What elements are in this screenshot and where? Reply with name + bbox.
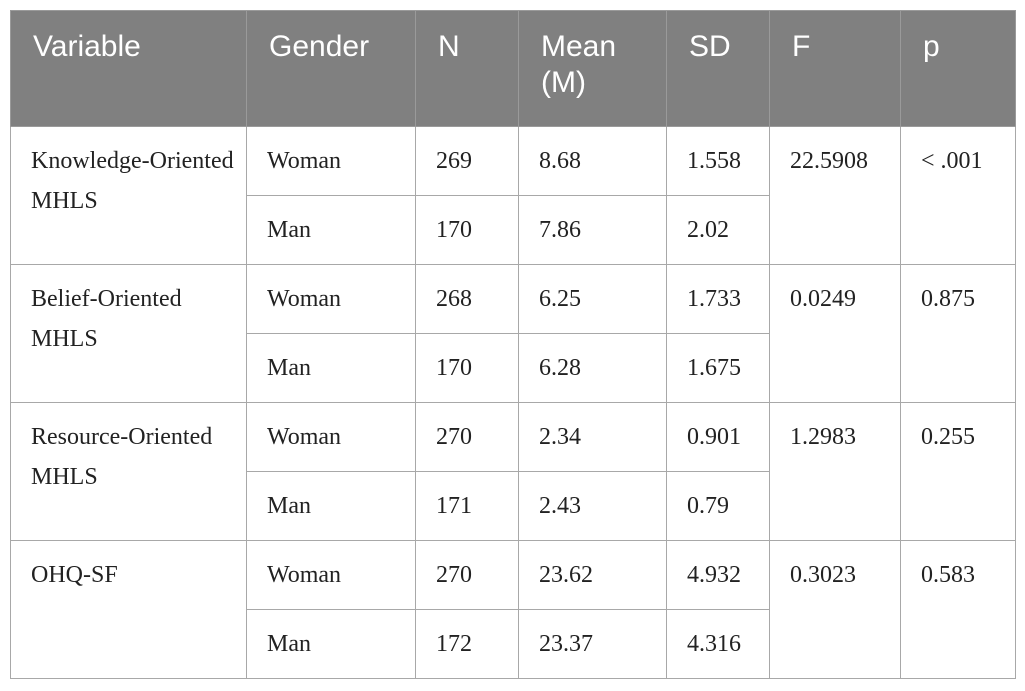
variable-cell: Knowledge-Oriented MHLS (10, 126, 247, 265)
sd-cell: 4.932 (666, 540, 770, 610)
gender-cell: Woman (246, 126, 416, 196)
sd-cell: 0.901 (666, 402, 770, 472)
gender-cell: Man (246, 609, 416, 679)
n-cell: 172 (415, 609, 519, 679)
gender-cell: Woman (246, 540, 416, 610)
n-cell: 170 (415, 333, 519, 403)
mean-cell: 7.86 (518, 195, 667, 265)
mean-cell: 2.43 (518, 471, 667, 541)
sd-cell: 1.558 (666, 126, 770, 196)
gender-cell: Man (246, 333, 416, 403)
sd-cell: 4.316 (666, 609, 770, 679)
mean-cell: 6.25 (518, 264, 667, 334)
f-cell: 0.3023 (769, 540, 901, 679)
table-row: Man 172 23.37 4.316 (11, 609, 1016, 679)
header-cell: SD (666, 10, 770, 127)
table-row: OHQ-SF Woman 270 23.62 4.932 0.3023 0.583 (10, 540, 1016, 679)
table-row: Resource-Oriented MHLS Woman 270 2.34 0.901 1… (10, 402, 1016, 541)
variable-cell: OHQ-SF (10, 540, 247, 679)
header-cell: F (769, 10, 901, 127)
mean-cell: 2.34 (518, 402, 667, 472)
sd-cell: 0.79 (666, 471, 770, 541)
gender-cell: Woman (246, 264, 416, 334)
gender-cell: Man (246, 195, 416, 265)
table-row: Man 171 2.43 0.79 (11, 471, 1016, 541)
n-cell: 170 (415, 195, 519, 265)
sd-cell: 1.733 (666, 264, 770, 334)
header-cell: Gender (246, 10, 416, 127)
mean-cell: 23.62 (518, 540, 667, 610)
mean-cell: 23.37 (518, 609, 667, 679)
p-cell: 0.875 (900, 264, 1016, 403)
header-cell: p (900, 10, 1016, 127)
n-cell: 171 (415, 471, 519, 541)
header-cell: Variable (10, 10, 247, 127)
n-cell: 269 (415, 126, 519, 196)
mean-cell: 8.68 (518, 126, 667, 196)
sd-cell: 1.675 (666, 333, 770, 403)
header-cell: N (415, 10, 519, 127)
sd-cell: 2.02 (666, 195, 770, 265)
n-cell: 270 (415, 540, 519, 610)
gender-cell: Woman (246, 402, 416, 472)
f-cell: 1.2983 (769, 402, 901, 541)
f-cell: 22.5908 (769, 126, 901, 265)
table-row: Knowledge-Oriented MHLS Woman 269 8.68 1.558… (10, 126, 1016, 265)
p-cell: 0.583 (900, 540, 1016, 679)
mean-cell: 6.28 (518, 333, 667, 403)
n-cell: 268 (415, 264, 519, 334)
p-cell: < .001 (900, 126, 1016, 265)
variable-cell: Resource-Oriented MHLS (10, 402, 247, 541)
table-body: Knowledge-Oriented MHLS Woman 269 8.68 1.558… (10, 126, 1016, 679)
gender-cell: Man (246, 471, 416, 541)
f-cell: 0.0249 (769, 264, 901, 403)
table-row: Belief-Oriented MHLS Woman 268 6.25 1.733 0.0… (10, 264, 1016, 403)
n-cell: 270 (415, 402, 519, 472)
table-row: Man 170 6.28 1.675 (11, 333, 1016, 403)
p-cell: 0.255 (900, 402, 1016, 541)
header-cell: Mean (M) (518, 10, 667, 127)
variable-cell: Belief-Oriented MHLS (10, 264, 247, 403)
